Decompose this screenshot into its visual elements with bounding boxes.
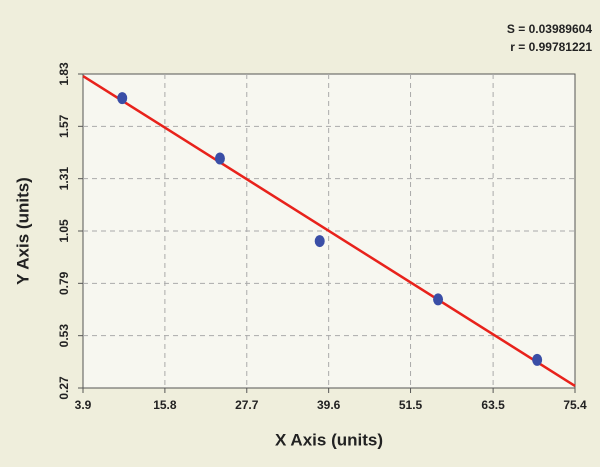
annotation: r = 0.99781221 <box>510 40 592 54</box>
y-tick-label: 0.53 <box>57 324 71 348</box>
fit-line <box>82 74 576 388</box>
data-point <box>214 152 225 165</box>
x-tick-label: 39.6 <box>317 398 341 412</box>
x-tick-label: 63.5 <box>481 398 505 412</box>
x-axis-title: X Axis (units) <box>275 430 383 449</box>
y-tick-label: 1.83 <box>57 62 71 86</box>
y-tick-label: 0.79 <box>57 271 71 295</box>
y-tick-label: 1.05 <box>57 219 71 243</box>
x-tick-label: 15.8 <box>153 398 177 412</box>
y-tick-label: 0.27 <box>57 376 71 400</box>
data-point <box>532 353 543 366</box>
x-tick-label: 3.9 <box>75 398 92 412</box>
x-tick-label: 27.7 <box>235 398 259 412</box>
x-tick-label: 51.5 <box>399 398 423 412</box>
x-tick-label: 75.4 <box>563 398 587 412</box>
y-tick-label: 1.57 <box>57 114 71 138</box>
annotation: S = 0.03989604 <box>507 22 592 36</box>
y-tick-label: 1.31 <box>57 167 71 191</box>
data-point <box>314 235 325 248</box>
y-axis-title: Y Axis (units) <box>13 177 32 285</box>
data-point <box>433 293 444 306</box>
data-point <box>117 92 128 105</box>
